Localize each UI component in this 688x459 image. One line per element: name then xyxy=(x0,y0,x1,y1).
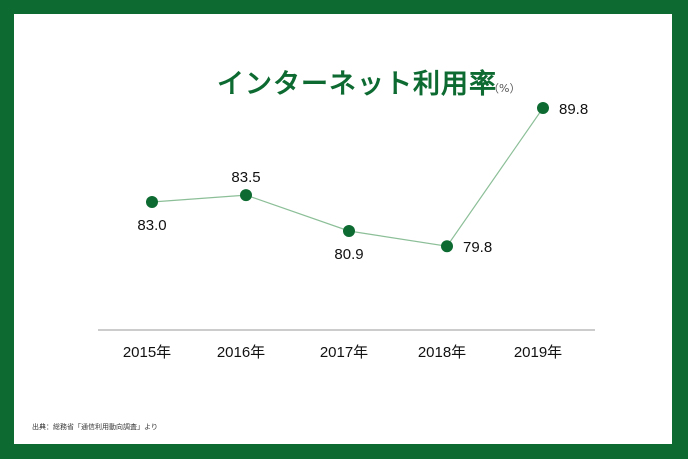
x-tick-label: 2015年 xyxy=(123,344,171,361)
x-tick-label: 2018年 xyxy=(418,344,466,361)
data-point xyxy=(146,196,158,208)
chart-title: インターネット利用率 xyxy=(217,69,497,100)
data-label: 83.5 xyxy=(231,169,260,186)
data-label: 79.8 xyxy=(463,239,492,256)
data-point xyxy=(441,240,453,253)
source-note: 出典：総務省「通信利用動向調査」より xyxy=(32,423,158,431)
data-label: 89.8 xyxy=(559,101,588,118)
data-point xyxy=(537,102,549,114)
unit-label: （%） xyxy=(488,82,521,95)
data-label: 80.9 xyxy=(334,246,363,263)
data-point xyxy=(240,189,252,202)
x-tick-label: 2016年 xyxy=(217,344,265,361)
x-tick-label: 2019年 xyxy=(514,344,562,361)
data-label: 83.0 xyxy=(137,217,166,234)
x-tick-label: 2017年 xyxy=(320,344,368,361)
data-point xyxy=(343,225,355,238)
